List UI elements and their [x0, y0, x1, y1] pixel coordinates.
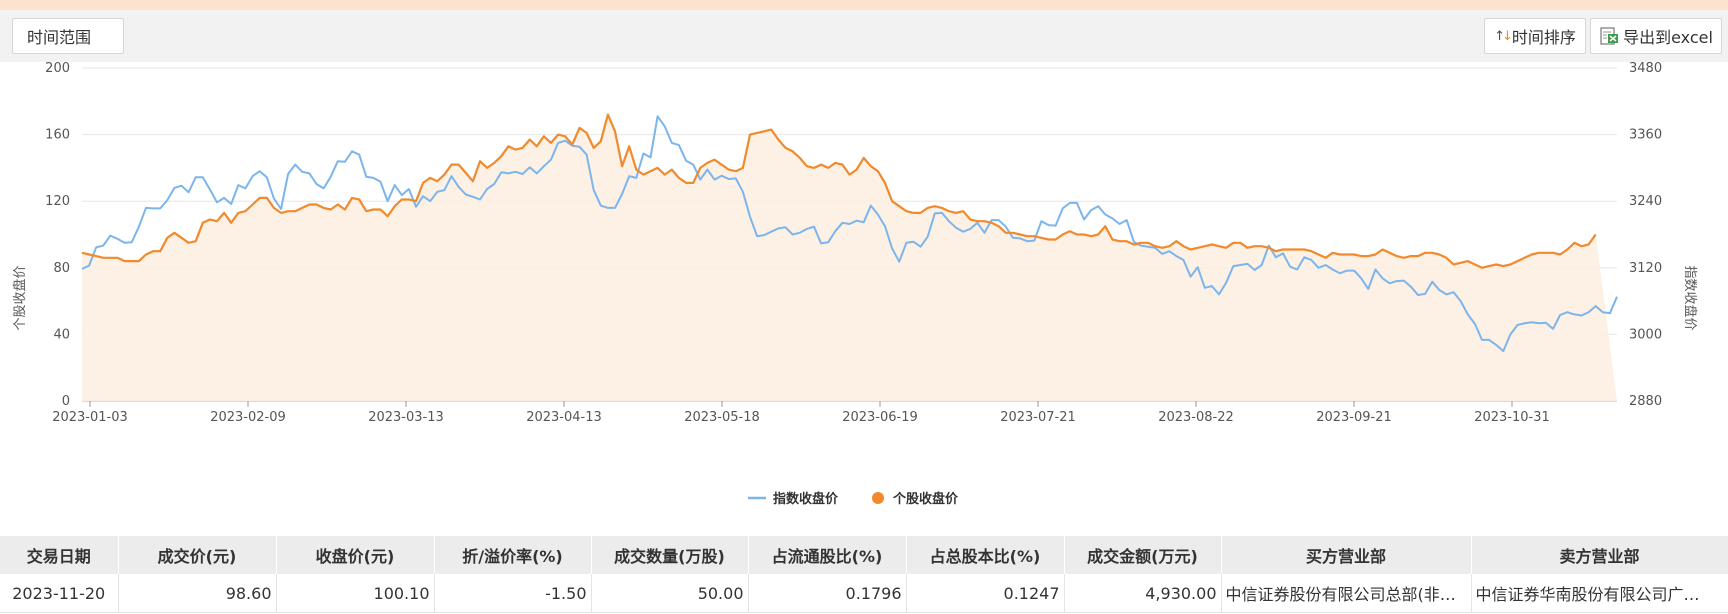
left-tick-label: 160 — [45, 128, 70, 143]
sort-updown-icon: ↑↓ — [1494, 28, 1513, 44]
col-amount[interactable]: 成交金额(万元) — [1064, 536, 1222, 574]
col-close-price[interactable]: 收盘价(元) — [276, 536, 435, 574]
col-premium-rate[interactable]: 折/溢价率(%) — [434, 536, 592, 574]
x-tick-label: 2023-01-03 — [52, 410, 128, 425]
x-tick-label: 2023-04-13 — [526, 410, 602, 425]
left-axis-title: 个股收盘价 — [12, 265, 28, 330]
table-row: 2023-11-20 98.60 100.10 -1.50 50.00 0.17… — [0, 574, 1728, 613]
right-axis-ticks: 2880 3000 3120 3240 3360 3480 — [1629, 62, 1662, 409]
chart-legend: 指数收盘价 个股收盘价 — [748, 491, 959, 507]
right-tick-label: 3240 — [1629, 194, 1662, 209]
cell-buyer[interactable]: 中信证券股份有限公司总部(非… — [1221, 574, 1472, 613]
cell-close-price: 100.10 — [276, 574, 435, 613]
x-tick-label: 2023-08-22 — [1158, 410, 1234, 425]
right-tick-label: 3360 — [1629, 128, 1662, 143]
col-trade-date[interactable]: 交易日期 — [0, 536, 119, 574]
cell-trade-date: 2023-11-20 — [0, 574, 119, 613]
right-tick-label: 2880 — [1629, 394, 1662, 409]
legend-item-stock[interactable]: 个股收盘价 — [872, 491, 959, 507]
top-accent-stripe — [0, 0, 1728, 10]
time-range-label: 时间范围 — [27, 28, 92, 47]
left-tick-label: 0 — [62, 394, 70, 409]
x-tick-label: 2023-03-13 — [368, 410, 444, 425]
legend-stock-marker — [872, 492, 884, 504]
left-tick-label: 200 — [45, 62, 70, 76]
stock-price-area — [82, 114, 1617, 401]
x-tick-label: 2023-02-09 — [210, 410, 286, 425]
x-axis-ticks: 2023-01-03 2023-02-09 2023-03-13 2023-04-13… — [52, 401, 1550, 425]
time-range-button[interactable]: 时间范围 — [12, 18, 124, 54]
x-tick-label: 2023-07-21 — [1000, 410, 1076, 425]
index-close-line — [81, 115, 1618, 353]
toolbar: 时间范围 ↑↓ 时间排序 导出到excel — [0, 10, 1728, 62]
cell-float-ratio: 0.1796 — [748, 574, 907, 613]
table-header-row: 交易日期 成交价(元) 收盘价(元) 折/溢价率(%) 成交数量(万股) 占流通… — [0, 536, 1728, 574]
left-tick-label: 80 — [53, 261, 70, 276]
col-seller: 卖方营业部 — [1471, 536, 1728, 574]
cell-amount: 4,930.00 — [1064, 574, 1222, 613]
x-tick-label: 2023-06-19 — [842, 410, 918, 425]
col-buyer: 买方营业部 — [1221, 536, 1472, 574]
legend-index-label: 指数收盘价 — [773, 491, 839, 507]
cell-premium-rate: -1.50 — [434, 574, 592, 613]
block-trade-table: 交易日期 成交价(元) 收盘价(元) 折/溢价率(%) 成交数量(万股) 占流通… — [0, 536, 1728, 613]
cell-total-ratio: 0.1247 — [906, 574, 1065, 613]
left-tick-label: 40 — [53, 327, 70, 342]
cell-volume: 50.00 — [591, 574, 749, 613]
x-tick-label: 2023-05-18 — [684, 410, 760, 425]
time-sort-label: 时间排序 — [1511, 28, 1576, 47]
excel-export-icon — [1600, 27, 1619, 45]
stock-close-line — [81, 113, 1597, 269]
left-axis-ticks: 0 40 80 120 160 200 — [45, 62, 70, 409]
right-axis-title: 指数收盘价 — [1682, 265, 1698, 330]
x-tick-label: 2023-09-21 — [1316, 410, 1392, 425]
col-float-ratio[interactable]: 占流通股比(%) — [748, 536, 907, 574]
col-total-ratio[interactable]: 占总股本比(%) — [906, 536, 1065, 574]
export-excel-button[interactable]: 导出到excel — [1590, 18, 1722, 54]
cell-seller[interactable]: 中信证券华南股份有限公司广… — [1471, 574, 1728, 613]
time-sort-button[interactable]: ↑↓ 时间排序 — [1484, 18, 1586, 54]
export-excel-label: 导出到excel — [1623, 28, 1713, 47]
col-volume[interactable]: 成交数量(万股) — [591, 536, 749, 574]
legend-item-index[interactable]: 指数收盘价 — [748, 491, 839, 507]
right-tick-label: 3120 — [1629, 261, 1662, 276]
left-tick-label: 120 — [45, 194, 70, 209]
right-tick-label: 3480 — [1629, 62, 1662, 76]
legend-stock-label: 个股收盘价 — [892, 491, 959, 507]
x-tick-label: 2023-10-31 — [1474, 410, 1550, 425]
col-trade-price[interactable]: 成交价(元) — [118, 536, 277, 574]
cell-trade-price: 98.60 — [118, 574, 277, 613]
right-tick-label: 3000 — [1629, 327, 1662, 342]
